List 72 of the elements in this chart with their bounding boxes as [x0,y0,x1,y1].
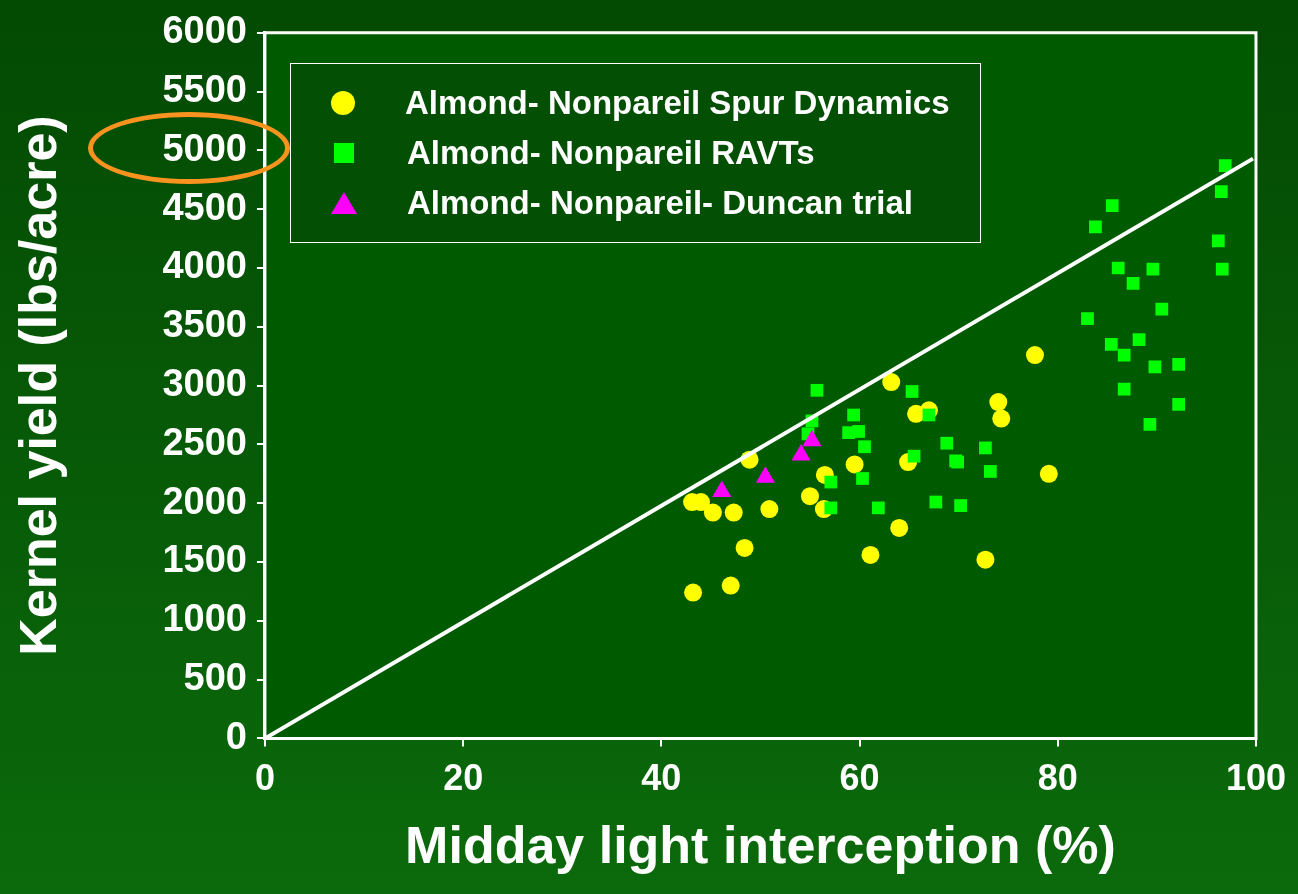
x-tick-label: 0 [254,756,275,798]
point [1117,348,1131,362]
point [760,500,779,519]
point [1104,338,1118,351]
point [989,393,1008,412]
point [984,465,997,478]
point [1172,358,1186,371]
x-tick-label: 40 [641,756,682,798]
y-tick-label: 3000 [162,362,247,405]
point [1117,382,1131,396]
point [907,449,921,463]
y-tick-label: 0 [225,714,247,757]
point [721,576,740,595]
y-tick-label: 4500 [162,185,247,228]
point [845,455,864,474]
point [1211,234,1225,248]
point [992,409,1011,428]
point [1126,276,1140,290]
point [1214,185,1228,198]
point [940,436,954,450]
point [1025,346,1044,365]
y-tick-label: 2000 [162,479,247,522]
y-tick-label: 6000 [162,9,247,52]
point [882,373,901,392]
x-tick-label: 20 [443,756,484,798]
x-tick-label: 60 [839,756,880,798]
y-axis-title: Kernel yield (lbs/acre) [8,115,67,656]
y-tick-label: 2500 [162,420,247,463]
y-tick-label: 5500 [162,68,247,111]
y-tick-label: 4000 [162,244,247,287]
point [684,583,703,602]
y-tick-label: 1500 [162,538,247,581]
point [976,550,995,569]
point [856,472,869,485]
point [810,383,824,397]
point [847,408,860,422]
y-tick-label: 1000 [162,597,247,640]
point [852,425,865,438]
point [954,499,967,512]
point [1111,261,1125,275]
point [861,545,880,564]
point [905,385,919,398]
x-tick-label: 100 [1225,756,1287,798]
point [979,441,992,455]
y-tick-label: 3500 [162,303,247,346]
point [872,501,885,515]
y-tick-label: 500 [183,656,247,699]
point [1105,199,1119,213]
point [1143,418,1157,431]
legend-label: Almond- Nonpareil- Duncan trial [406,183,913,222]
point [1148,360,1162,374]
point [1089,220,1102,234]
legend-label: Almond- Nonpareil Spur Dynamics [404,83,950,122]
point [890,518,909,537]
point [1172,398,1186,411]
x-axis-title: Midday light interception (%) [405,816,1116,875]
point [735,538,754,557]
point [724,503,743,522]
x-tick-label: 80 [1037,756,1078,798]
legend-label: Almond- Nonpareil RAVTs [406,133,815,172]
point [1218,159,1232,173]
point [1146,262,1160,276]
point [1132,333,1146,347]
point [1081,312,1094,325]
point [1039,464,1058,483]
point [703,503,722,522]
point [1215,262,1229,276]
point [858,440,871,454]
point [1155,302,1169,316]
y-tick-label: 5000 [162,126,247,169]
point [801,487,819,506]
point [824,501,838,515]
